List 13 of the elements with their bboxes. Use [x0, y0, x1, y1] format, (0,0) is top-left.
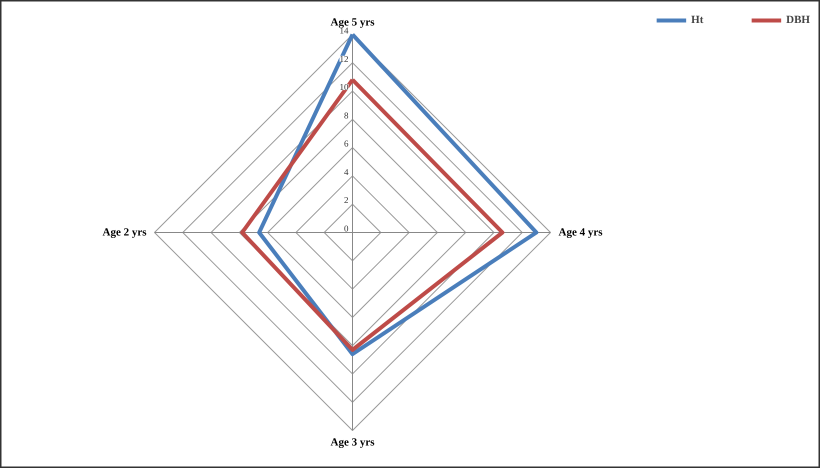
y-tick-label: 10 [340, 82, 349, 92]
spoke-label: Age 3 yrs [330, 436, 376, 448]
spoke-label: Age 2 yrs [102, 226, 148, 238]
y-tick-label: 2 [344, 195, 348, 206]
y-tick-label: 12 [340, 54, 348, 64]
y-tick-label: 6 [344, 138, 349, 149]
spoke-label: Age 5 yrs [330, 16, 376, 28]
y-tick-label: 8 [344, 110, 349, 120]
y-tick-label: 4 [344, 166, 349, 177]
legend-label: Ht [691, 14, 704, 26]
legend-label: DBH [786, 14, 810, 26]
spoke-label: Age 4 yrs [558, 226, 604, 238]
y-tick-label: 0 [344, 224, 349, 234]
